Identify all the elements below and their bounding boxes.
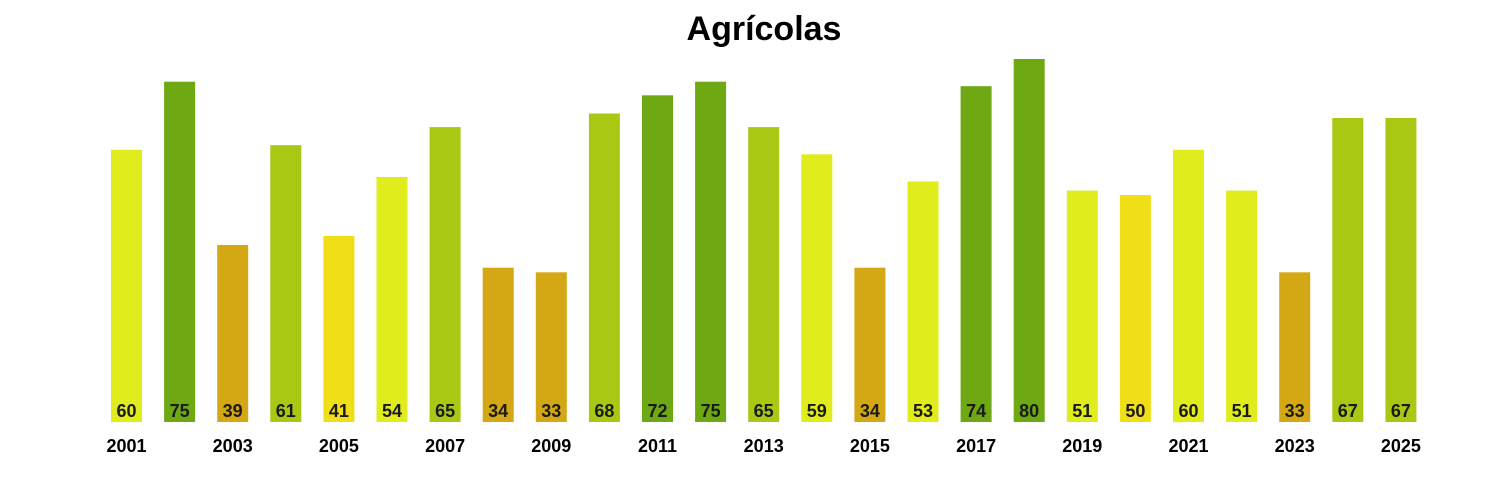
value-label-2024: 67 <box>1338 401 1358 421</box>
x-tick-label-2005: 2005 <box>319 436 359 456</box>
value-label-2019: 51 <box>1072 401 1092 421</box>
bar-2024 <box>1332 118 1364 422</box>
x-tick-label-2019: 2019 <box>1062 436 1102 456</box>
bar-2002 <box>164 81 196 422</box>
value-label-2022: 51 <box>1232 401 1252 421</box>
x-tick-label-2001: 2001 <box>106 436 146 456</box>
value-label-2001: 60 <box>116 401 136 421</box>
value-label-2012: 75 <box>701 401 721 421</box>
bar-2025 <box>1385 118 1417 422</box>
chart-title: Agrícolas <box>686 10 842 48</box>
bar-2007 <box>429 127 461 422</box>
x-tick-label-2015: 2015 <box>850 436 890 456</box>
value-label-2011: 72 <box>647 401 667 421</box>
bar-2021 <box>1173 149 1204 423</box>
bar-2003 <box>217 245 249 422</box>
value-label-2018: 80 <box>1019 401 1039 421</box>
bar-2016 <box>907 181 939 422</box>
value-label-2002: 75 <box>170 401 190 421</box>
bar-2004 <box>270 145 302 422</box>
value-label-2013: 65 <box>754 401 774 421</box>
value-label-2007: 65 <box>435 401 455 421</box>
bar-2001 <box>111 149 142 423</box>
bar-2009 <box>535 272 567 422</box>
bar-2014 <box>801 154 833 423</box>
bar-2005 <box>323 236 355 422</box>
value-label-2020: 50 <box>1125 401 1145 421</box>
x-tick-labels-layer: 2001 2003 2005 2007 2009 2011 2013 2015 2017 2019… <box>106 436 1420 456</box>
x-tick-label-2009: 2009 <box>531 436 571 456</box>
value-label-2014: 59 <box>807 401 827 421</box>
bar-2006 <box>376 177 408 422</box>
x-tick-label-2011: 2011 <box>638 436 677 456</box>
bar-2019 <box>1066 190 1098 422</box>
value-label-2006: 54 <box>382 401 402 421</box>
value-labels-layer: 60 75 39 61 41 54 65 34 33 68 72 75 65 59 34 53 74 80 51 50… <box>116 401 1410 421</box>
value-label-2003: 39 <box>223 401 243 421</box>
x-tick-label-2023: 2023 <box>1275 436 1315 456</box>
value-label-2021: 60 <box>1178 401 1198 421</box>
value-label-2015: 34 <box>860 401 880 421</box>
value-label-2005: 41 <box>329 401 349 421</box>
bar-2012 <box>695 81 727 422</box>
bar-2018 <box>1013 59 1045 422</box>
x-tick-label-2025: 2025 <box>1381 436 1421 456</box>
value-label-2023: 33 <box>1285 401 1305 421</box>
value-label-2009: 33 <box>541 401 561 421</box>
bars-layer <box>111 59 1417 423</box>
bar-2022 <box>1226 190 1258 422</box>
x-tick-label-2007: 2007 <box>425 436 465 456</box>
bar-2017 <box>960 86 992 422</box>
x-tick-label-2003: 2003 <box>213 436 253 456</box>
bar-2015 <box>854 267 886 422</box>
value-label-2004: 61 <box>276 401 296 421</box>
bar-2011 <box>642 95 673 423</box>
value-label-2025: 67 <box>1391 401 1411 421</box>
value-label-2017: 74 <box>966 401 986 421</box>
value-label-2016: 53 <box>913 401 933 421</box>
bar-2013 <box>748 127 780 422</box>
x-tick-label-2013: 2013 <box>744 436 784 456</box>
bar-2023 <box>1279 272 1311 422</box>
value-label-2008: 34 <box>488 401 508 421</box>
bar-2010 <box>588 113 620 422</box>
x-tick-label-2021: 2021 <box>1168 436 1208 456</box>
bar-2008 <box>482 267 514 422</box>
x-tick-label-2017: 2017 <box>956 436 996 456</box>
value-label-2010: 68 <box>594 401 614 421</box>
bar-2020 <box>1119 195 1151 422</box>
